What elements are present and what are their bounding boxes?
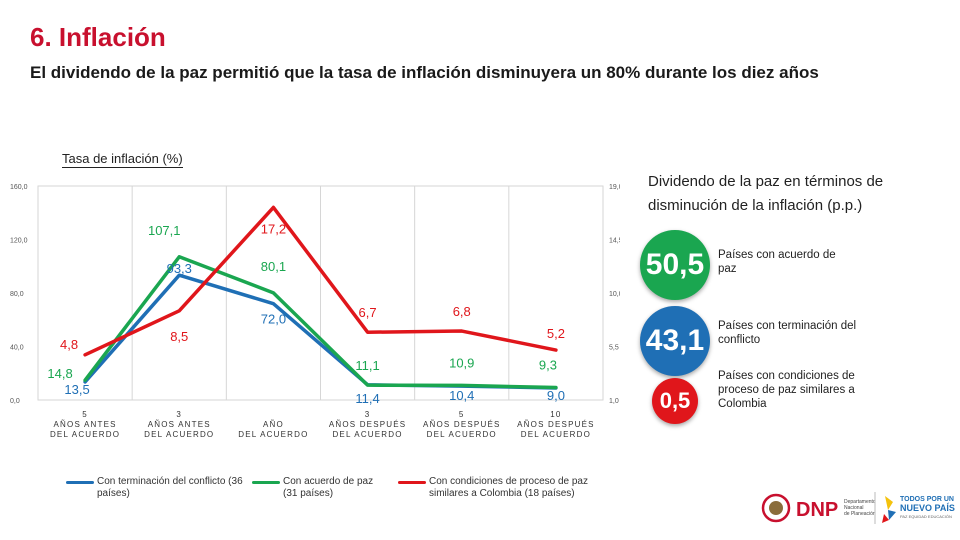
x-tick-label: 3 [365,410,371,419]
y-left-tick-label: 120,0 [10,238,28,245]
colombia-seal-logo [761,493,791,523]
data-label: 5,2 [547,326,565,341]
x-tick-label: DEL ACUERDO [144,430,214,439]
x-tick-label: DEL ACUERDO [50,430,120,439]
legend-label-green: Con acuerdo de paz (31 países) [283,476,374,499]
y-left-tick-label: 80,0 [10,291,24,298]
dnp-logo-sub2: Nacional [844,505,863,511]
x-tick-label: DEL ACUERDO [238,430,308,439]
dividend-label-peace: Países con acuerdo de paz [718,249,836,275]
y-left-tick-label: 160,0 [10,184,28,191]
legend-swatch-green [252,481,280,484]
x-tick-label: DEL ACUERDO [427,430,497,439]
dividend-value-colombia: 0,5 [659,388,691,413]
data-label: 9,3 [539,358,557,373]
series-line-1 [83,255,558,390]
inflation-line-chart: 0,0 40,0 80,0 120,0 160,0 1,0 5,5 10,0 14,5 19,0 5… [10,184,620,439]
x-tick-label: 10 [550,410,561,419]
dividend-value-peace: 50,5 [645,248,705,281]
dnp-logo-sub1: Departamento [844,499,876,505]
legend-label-red: Con condiciones de proceso de paz simila… [429,476,588,499]
dividend-circle-colombia: 0,5 [652,378,698,424]
x-tick-label: DEL ACUERDO [521,430,591,439]
data-label: 8,5 [170,329,188,344]
data-label: 11,1 [355,358,379,373]
y-right-tick-label: 1,0 [609,398,619,405]
dividend-value-termination: 43,1 [645,324,705,357]
x-tick-label: AÑOS ANTES [148,420,211,429]
x-tick-label: AÑOS ANTES [54,420,117,429]
dividend-circle-peace: 50,5 [640,230,710,300]
x-tick-label: 3 [176,410,182,419]
data-label: 107,1 [148,223,181,238]
data-label: 11,4 [355,391,379,406]
nuevo-pais-logo [882,496,896,523]
data-label: 10,9 [449,355,474,370]
data-label: 93,3 [167,261,192,276]
dividend-label-termination: Países con terminación del conflicto [718,320,857,346]
y-right-tick-label: 14,5 [609,238,620,245]
data-label: 6,8 [453,304,471,319]
gov-logo-text2: NUEVO PAÍS [900,503,955,513]
gov-logo-text3: PAZ EQUIDAD EDUCACIÓN [900,514,952,519]
dividend-label-colombia: Países con condiciones de proceso de paz… [718,370,855,410]
x-tick-label: AÑOS DESPUÉS [329,420,407,429]
data-label: 4,8 [60,337,78,352]
y-right-tick-label: 10,0 [609,291,620,298]
data-label: 10,4 [449,388,474,403]
y-left-tick-label: 40,0 [10,345,24,352]
page-subtitle: El dividendo de la paz permitió que la t… [30,63,819,82]
data-label: 72,0 [261,312,286,327]
y-right-tick-label: 5,5 [609,345,619,352]
chart-label: Tasa de inflación (%) [62,151,183,168]
dnp-logo-sub3: de Planeación [844,511,876,517]
x-tick-label: AÑOS DESPUÉS [423,420,501,429]
gov-logo-text1: TODOS POR UN [900,496,954,503]
data-label: 17,2 [261,221,286,236]
x-tick-label: AÑOS DESPUÉS [517,420,595,429]
legend-swatch-blue [66,481,94,484]
data-label: 14,8 [47,366,72,381]
legend-swatch-red [398,481,426,484]
footer-logos: DNP Departamento Nacional de Planeación … [761,492,955,524]
x-tick-label: 5 [459,410,465,419]
y-left-tick-label: 0,0 [10,398,20,405]
x-tick-label: AÑO [263,420,284,429]
dividend-circle-termination: 43,1 [640,306,710,376]
x-tick-label: DEL ACUERDO [332,430,402,439]
dividend-title: Dividendo de la paz en términos de dismi… [648,173,884,214]
page-title: 6. Inflación [30,22,166,52]
data-label: 6,7 [359,305,377,320]
y-right-tick-label: 19,0 [609,184,620,191]
data-label: 13,5 [64,382,89,397]
data-label: 80,1 [261,259,286,274]
series-line-2 [83,205,558,357]
dnp-logo-text: DNP [796,499,838,521]
x-tick-label: 5 [82,410,88,419]
legend-label-blue: Con terminación del conflicto (36 países… [97,476,243,499]
data-label: 9,0 [547,388,565,403]
